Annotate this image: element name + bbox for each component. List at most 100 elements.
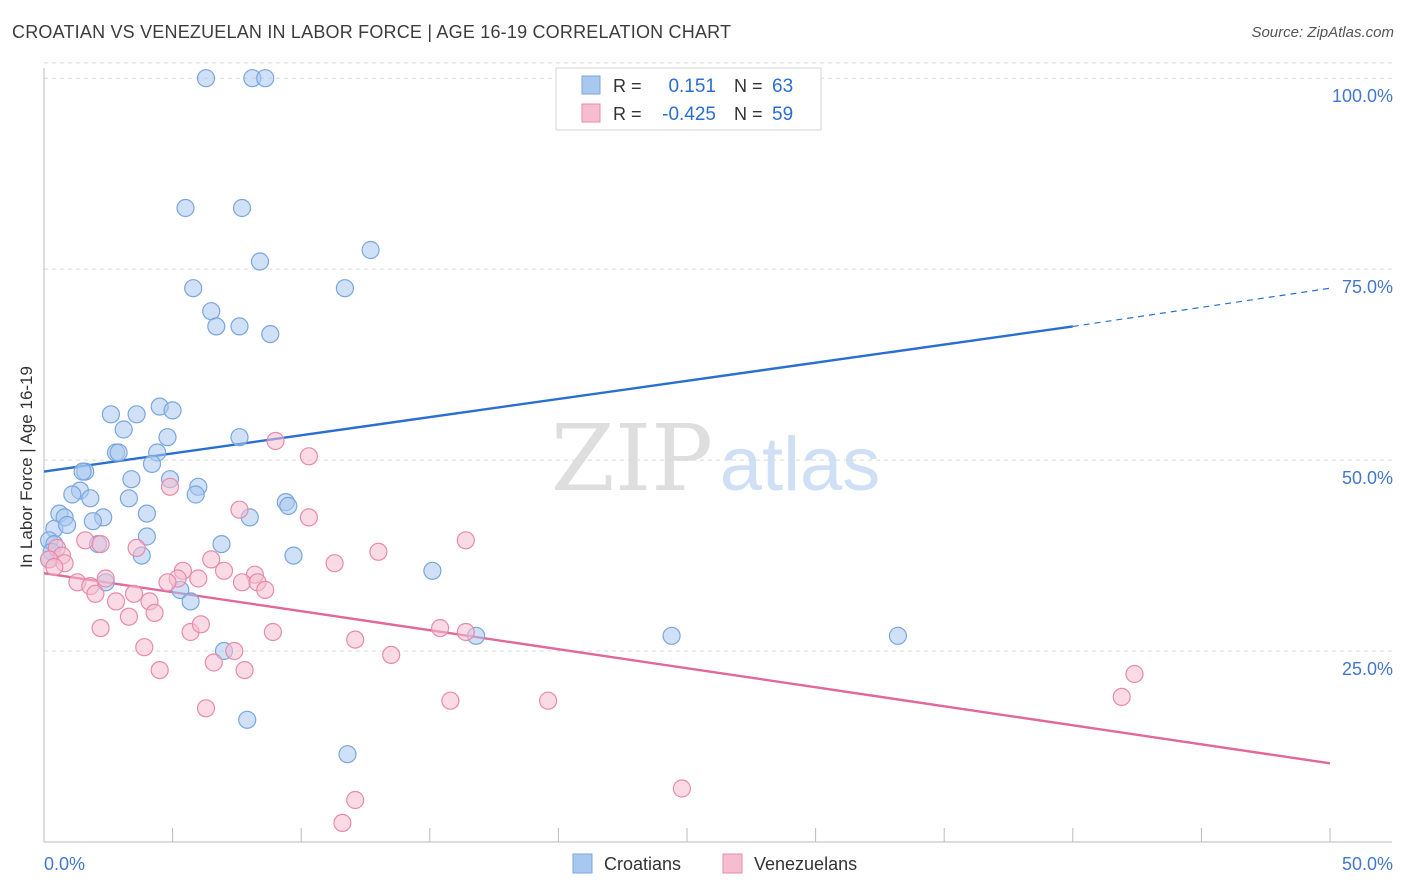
- point-croatians: [261, 325, 280, 344]
- point-croatians: [202, 302, 221, 321]
- stats-legend: R = 0.151 N = 63 R = -0.425 N = 59: [555, 67, 822, 131]
- point-venezuelans: [431, 618, 450, 638]
- legend-swatch-croatians: [581, 75, 601, 95]
- legend-n-value-2: 59: [772, 104, 793, 125]
- point-venezuelans: [135, 638, 154, 657]
- point-croatians: [888, 626, 908, 645]
- point-venezuelans: [202, 550, 221, 569]
- point-venezuelans: [86, 584, 105, 603]
- legend-n-value-1: 63: [772, 76, 793, 97]
- point-venezuelans: [346, 630, 365, 649]
- point-croatians: [196, 69, 216, 88]
- trend-line-croatians: [43, 325, 1073, 473]
- legend-r-label-2: R =: [613, 104, 642, 124]
- trend-line-croatians-extension: [1072, 287, 1331, 328]
- point-croatians: [73, 462, 92, 481]
- legend-bottom-swatch-croatians: [572, 853, 593, 874]
- legend-bottom-croatians: Croatians: [604, 854, 681, 874]
- point-croatians: [212, 534, 231, 554]
- point-venezuelans: [1112, 687, 1131, 707]
- point-venezuelans: [382, 645, 401, 665]
- point-venezuelans: [266, 431, 285, 451]
- point-venezuelans: [91, 534, 110, 554]
- point-croatians: [230, 317, 249, 336]
- trend-line-venezuelans: [43, 571, 1331, 765]
- point-venezuelans: [299, 508, 318, 527]
- point-croatians: [163, 401, 182, 420]
- y-tick-label: 50.0%: [1342, 468, 1393, 488]
- x-tick-label-max: 50.0%: [1342, 854, 1393, 874]
- point-croatians: [119, 489, 138, 508]
- point-croatians: [184, 279, 203, 298]
- point-croatians: [423, 561, 442, 580]
- point-croatians: [284, 546, 303, 565]
- point-croatians: [232, 198, 252, 218]
- point-croatians: [63, 485, 82, 504]
- point-croatians: [137, 527, 156, 546]
- point-croatians: [137, 504, 156, 523]
- point-venezuelans: [232, 573, 252, 592]
- point-venezuelans: [441, 691, 460, 710]
- y-tick-label: 75.0%: [1342, 277, 1393, 297]
- point-venezuelans: [299, 447, 318, 466]
- legend-bottom-swatch-venezuelans: [722, 853, 743, 874]
- point-venezuelans: [127, 538, 146, 558]
- y-tick-label: 100.0%: [1332, 86, 1393, 106]
- legend-r-label-1: R =: [613, 76, 642, 96]
- series-legend: Croatians Venezuelans: [572, 853, 857, 874]
- point-venezuelans: [96, 569, 115, 588]
- y-tick-labels: 25.0% 50.0% 75.0% 100.0%: [1332, 86, 1393, 679]
- axes: [43, 68, 1392, 843]
- point-croatians: [114, 420, 133, 439]
- point-croatians: [238, 710, 257, 729]
- point-venezuelans: [214, 561, 234, 580]
- trend-lines: [43, 287, 1331, 765]
- point-croatians: [256, 69, 275, 88]
- legend-bottom-venezuelans: Venezuelans: [754, 854, 857, 874]
- point-venezuelans: [158, 573, 177, 592]
- point-venezuelans: [91, 618, 110, 638]
- point-venezuelans: [45, 557, 64, 577]
- point-venezuelans: [263, 622, 282, 642]
- y-tick-label: 25.0%: [1342, 659, 1393, 679]
- watermark: ZIP atlas: [551, 405, 880, 512]
- point-venezuelans: [672, 779, 692, 798]
- point-croatians: [176, 198, 195, 218]
- point-venezuelans: [76, 531, 95, 550]
- point-venezuelans: [191, 615, 210, 634]
- point-venezuelans: [333, 813, 352, 833]
- legend-r-value-2: -0.425: [662, 104, 716, 125]
- watermark-zip: ZIP: [551, 405, 713, 512]
- legend-swatch-venezuelans: [581, 103, 601, 123]
- point-venezuelans: [150, 660, 169, 680]
- x-tick-label-min: 0.0%: [44, 854, 85, 874]
- point-croatians: [230, 428, 249, 447]
- point-venezuelans: [369, 542, 388, 561]
- point-venezuelans: [145, 603, 164, 623]
- point-croatians: [142, 454, 162, 473]
- point-venezuelans: [346, 790, 365, 810]
- point-croatians: [109, 443, 128, 462]
- point-croatians: [57, 515, 77, 535]
- point-venezuelans: [256, 580, 275, 600]
- chart-title: CROATIAN VS VENEZUELAN IN LABOR FORCE | …: [12, 22, 732, 42]
- point-croatians: [158, 428, 177, 447]
- point-venezuelans: [456, 531, 475, 550]
- point-croatians: [361, 240, 380, 260]
- point-croatians: [207, 317, 226, 336]
- legend-n-label-2: N =: [734, 104, 763, 124]
- watermark-atlas: atlas: [720, 422, 881, 507]
- point-venezuelans: [538, 691, 558, 710]
- point-venezuelans: [189, 569, 208, 588]
- point-venezuelans: [235, 660, 254, 680]
- point-croatians: [335, 279, 354, 298]
- legend-n-label-1: N =: [734, 76, 763, 96]
- point-croatians: [122, 470, 141, 489]
- point-venezuelans: [196, 699, 216, 718]
- point-croatians: [338, 745, 357, 764]
- point-venezuelans: [124, 584, 144, 603]
- point-venezuelans: [119, 607, 138, 626]
- point-croatians: [81, 489, 100, 508]
- point-croatians: [181, 592, 200, 611]
